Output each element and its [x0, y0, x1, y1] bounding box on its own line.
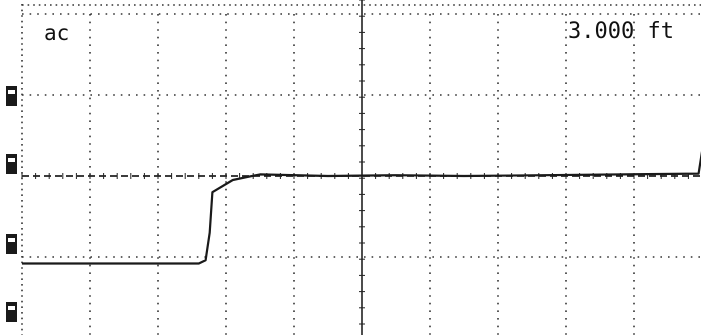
channel-marker-mid — [6, 154, 17, 174]
channel-markers — [6, 86, 17, 322]
measurement-readout: 3.000 ft — [568, 19, 674, 44]
channel-marker-upper-notch — [8, 90, 15, 94]
channel-marker-bottom-notch — [8, 306, 15, 310]
channel-marker-bottom — [6, 302, 17, 322]
signal-trace — [22, 150, 701, 265]
channel-marker-low-notch — [8, 238, 15, 242]
coupling-label: ac — [44, 21, 69, 45]
channel-marker-upper — [6, 86, 17, 106]
channel-marker-mid-notch — [8, 158, 15, 162]
graticule-axes — [21, 0, 701, 335]
channel-marker-low — [6, 234, 17, 254]
